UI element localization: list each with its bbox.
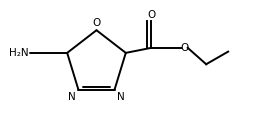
Text: O: O — [180, 43, 188, 53]
Text: H₂N: H₂N — [9, 48, 28, 58]
Text: O: O — [92, 18, 100, 28]
Text: N: N — [117, 92, 125, 102]
Text: N: N — [68, 92, 76, 102]
Text: O: O — [147, 10, 155, 20]
